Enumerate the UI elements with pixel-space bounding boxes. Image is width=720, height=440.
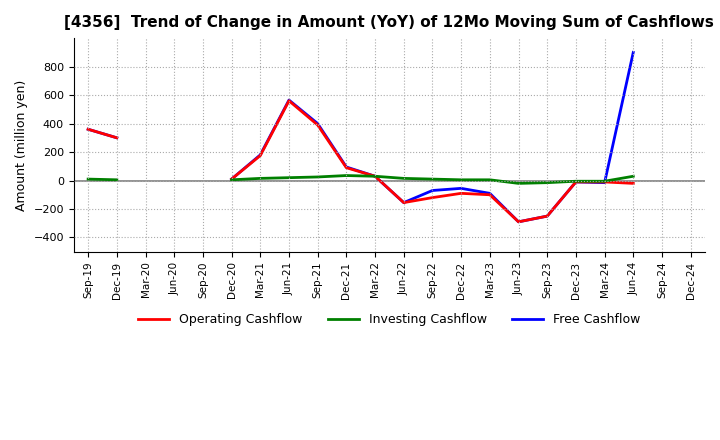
Legend: Operating Cashflow, Investing Cashflow, Free Cashflow: Operating Cashflow, Investing Cashflow, … (133, 308, 646, 331)
Line: Investing Cashflow: Investing Cashflow (88, 179, 117, 180)
Title: [4356]  Trend of Change in Amount (YoY) of 12Mo Moving Sum of Cashflows: [4356] Trend of Change in Amount (YoY) o… (65, 15, 714, 30)
Operating Cashflow (112, 135, 121, 140)
Operating Cashflow (84, 127, 92, 132)
Free Cashflow (84, 127, 92, 132)
Investing Cashflow (112, 177, 121, 183)
Y-axis label: Amount (million yen): Amount (million yen) (15, 79, 28, 211)
Line: Free Cashflow: Free Cashflow (88, 129, 117, 138)
Free Cashflow (112, 135, 121, 140)
Investing Cashflow (84, 176, 92, 182)
Line: Operating Cashflow: Operating Cashflow (88, 129, 117, 138)
